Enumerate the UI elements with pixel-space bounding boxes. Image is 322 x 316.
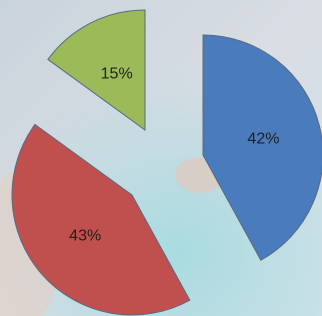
chart: 42% 43% 15%: [0, 0, 322, 316]
data-label: 42%: [247, 131, 279, 148]
data-label: 43%: [69, 227, 101, 244]
data-label: 15%: [101, 66, 133, 83]
